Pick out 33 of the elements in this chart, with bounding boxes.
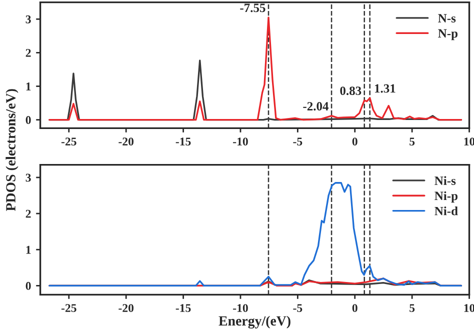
x-tick-label: -10 — [233, 304, 248, 312]
x-tick-label: 5 — [410, 304, 415, 312]
x-tick-label: -15 — [176, 138, 191, 146]
y-tick-label: 1 — [26, 82, 31, 90]
y-tick-label: 0 — [26, 116, 31, 124]
x-tick-label: -15 — [176, 304, 191, 312]
x-tick-label: -25 — [61, 138, 76, 146]
annotation: 1.31 — [375, 84, 396, 93]
annotation: -7.55 — [240, 4, 266, 12]
x-tick-label: -10 — [233, 138, 248, 146]
x-axis-title: Energy/(eV) — [218, 316, 290, 329]
y-tick-label: 2 — [26, 48, 31, 57]
x-tick-label: -5 — [293, 304, 302, 312]
y-tick-label: 2 — [26, 210, 31, 218]
x-tick-label: 0 — [352, 138, 358, 146]
legend-label: N-s — [438, 14, 456, 22]
annotation: 0.83 — [340, 86, 362, 96]
x-tick-label: 5 — [410, 138, 415, 146]
annotation: -2.04 — [303, 102, 329, 111]
x-tick-label: 0 — [352, 304, 358, 312]
x-tick-label: -25 — [61, 304, 76, 312]
legend-label: Ni-s — [434, 176, 456, 185]
y-tick-label: 0 — [26, 282, 31, 290]
x-tick-label: -20 — [118, 138, 134, 146]
y-axis-title: PDOS (electrons/eV) — [6, 89, 18, 212]
legend-label: Ni-p — [434, 191, 458, 203]
x-tick-label: -20 — [118, 304, 134, 312]
y-tick-label: 3 — [26, 174, 31, 182]
y-tick-label: 3 — [26, 15, 31, 24]
y-tick-label: 1 — [26, 246, 31, 254]
legend-label: N-p — [438, 29, 458, 40]
x-tick-label: -5 — [293, 138, 302, 146]
legend-label: Ni-d — [434, 206, 458, 216]
